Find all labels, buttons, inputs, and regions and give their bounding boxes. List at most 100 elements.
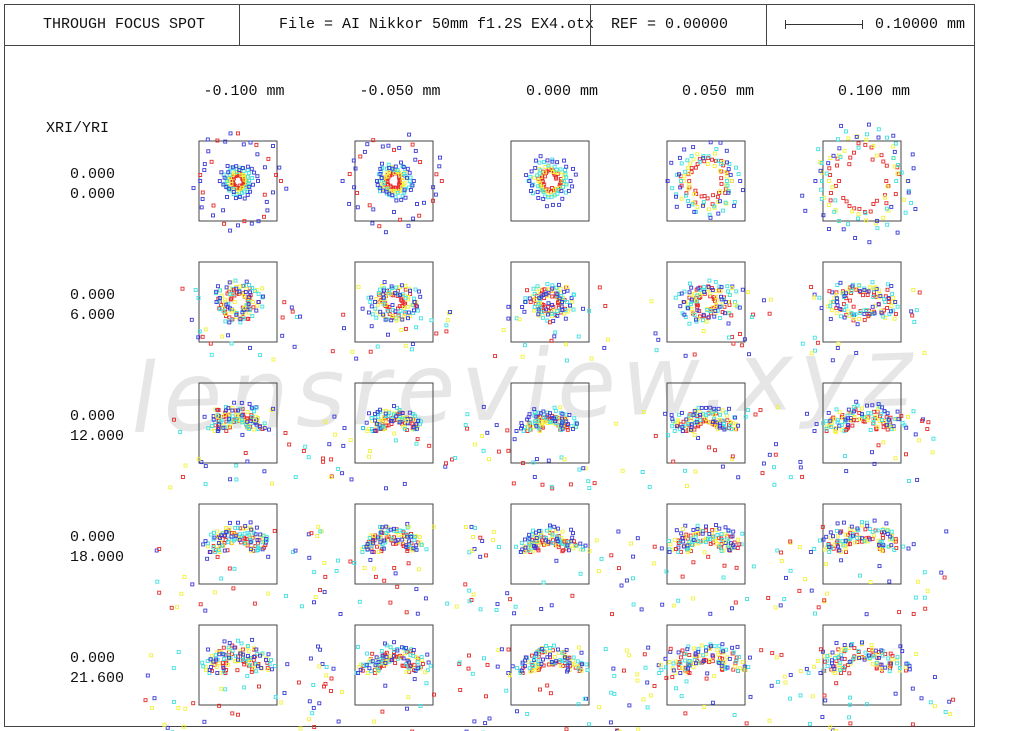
ray-point	[858, 573, 862, 578]
ray-point	[467, 588, 472, 593]
ray-point	[863, 527, 868, 532]
ray-point	[748, 694, 753, 699]
ray-point	[683, 652, 688, 656]
ray-point	[417, 289, 422, 294]
ray-point	[199, 460, 204, 465]
ray-point	[400, 317, 405, 322]
ray-point	[893, 192, 898, 197]
ray-point	[879, 412, 884, 417]
ray-point	[242, 283, 246, 288]
ray-point	[472, 719, 477, 724]
ray-point	[495, 602, 500, 607]
ray-point	[228, 292, 233, 297]
ray-point	[865, 702, 869, 707]
ray-point	[221, 657, 226, 662]
ray-point	[536, 659, 541, 664]
ray-point	[705, 162, 710, 166]
ray-point	[216, 426, 221, 431]
ray-point	[560, 300, 564, 304]
ray-point	[821, 213, 826, 218]
ray-point	[379, 176, 384, 180]
ray-point	[687, 321, 692, 326]
ray-point	[886, 527, 891, 532]
ray-point	[549, 660, 554, 664]
ray-point	[227, 416, 232, 421]
ray-point	[216, 661, 221, 666]
ray-point	[888, 309, 893, 314]
ray-point	[635, 678, 640, 683]
ray-point	[814, 422, 819, 427]
ray-point	[539, 661, 544, 666]
ray-point	[247, 532, 252, 537]
ray-point	[471, 535, 476, 539]
ray-point	[686, 199, 690, 203]
ray-point	[371, 538, 376, 543]
spot-cell	[143, 624, 326, 731]
ray-point	[234, 463, 239, 468]
ray-point	[213, 590, 217, 595]
ray-point	[782, 597, 787, 602]
ray-point	[364, 662, 369, 667]
ray-point	[894, 179, 899, 183]
ray-point	[564, 182, 569, 187]
ray-point	[881, 440, 886, 445]
ray-point	[861, 308, 866, 313]
ray-point	[569, 539, 574, 544]
ray-point	[258, 653, 262, 658]
ray-point	[875, 528, 880, 533]
ray-point	[926, 420, 931, 425]
ray-point	[396, 306, 400, 311]
ray-point	[310, 711, 315, 716]
ray-point	[854, 351, 859, 355]
ray-point	[680, 425, 685, 430]
ray-point	[892, 316, 897, 321]
ray-point	[902, 197, 907, 202]
ray-point	[920, 418, 925, 423]
ray-point	[876, 135, 881, 140]
ray-point	[241, 142, 246, 147]
ray-point	[323, 419, 328, 424]
ray-point	[696, 436, 700, 440]
ray-point	[549, 603, 554, 608]
ray-point	[813, 348, 817, 353]
ray-point	[203, 327, 208, 332]
ray-point	[306, 455, 311, 460]
ray-point	[889, 427, 894, 432]
ray-point	[675, 420, 680, 425]
ray-point	[587, 308, 592, 313]
ray-point	[871, 654, 876, 659]
ray-point	[578, 571, 583, 576]
ray-point	[418, 704, 423, 708]
ray-point	[422, 200, 426, 205]
ray-point	[715, 532, 720, 537]
ray-point	[249, 405, 254, 410]
ray-point	[560, 308, 565, 312]
ray-point	[222, 221, 227, 226]
ray-point	[782, 674, 787, 679]
ray-point	[545, 655, 550, 660]
ray-point	[554, 659, 559, 664]
ray-point	[797, 545, 802, 550]
ray-point	[444, 329, 449, 334]
ray-point	[248, 290, 253, 295]
ray-point	[415, 660, 420, 664]
ray-point	[691, 527, 696, 532]
ray-point	[250, 314, 255, 319]
ray-point	[706, 154, 711, 159]
ray-point	[398, 293, 403, 297]
ray-point	[683, 353, 688, 358]
row-label-y: 18.000	[70, 549, 124, 566]
ray-point	[403, 343, 408, 348]
ray-point	[744, 721, 749, 726]
ray-point	[252, 170, 257, 175]
ray-point	[862, 312, 867, 317]
ray-point	[948, 712, 953, 717]
ray-point	[825, 658, 830, 663]
ray-point	[246, 649, 251, 654]
ray-point	[913, 595, 918, 600]
ray-point	[851, 304, 856, 309]
spot-cell	[330, 261, 453, 361]
ray-point	[322, 561, 327, 565]
ray-point	[464, 729, 469, 731]
ray-point	[911, 612, 916, 616]
